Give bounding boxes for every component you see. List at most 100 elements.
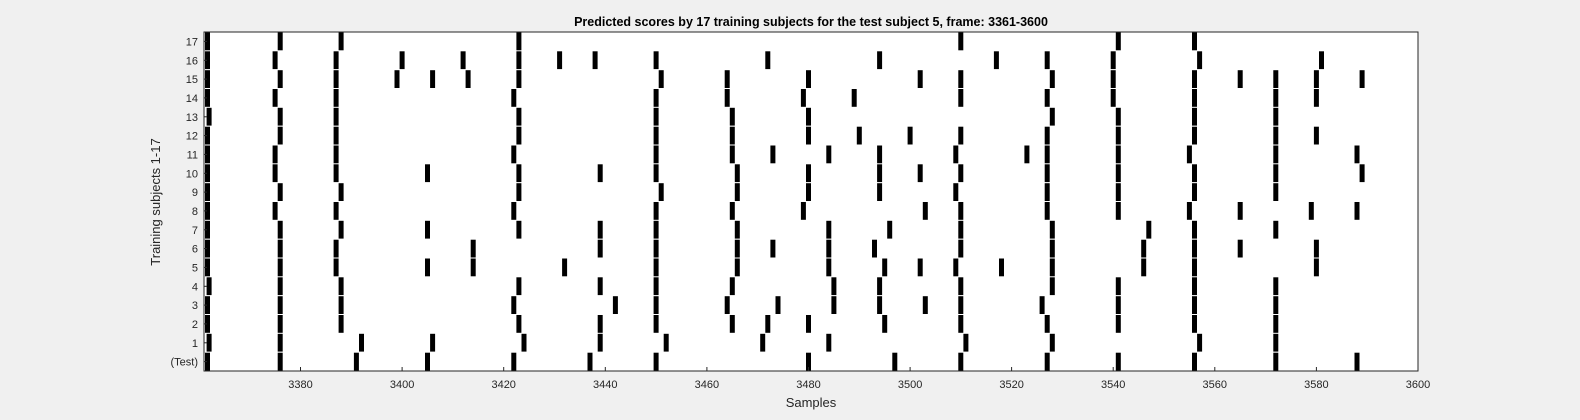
event-mark bbox=[1146, 220, 1152, 239]
event-mark bbox=[653, 126, 659, 145]
event-mark bbox=[516, 315, 522, 333]
y-tick-label: 2 bbox=[192, 319, 198, 331]
x-tick-label: 3460 bbox=[695, 379, 719, 391]
event-mark bbox=[516, 126, 522, 145]
event-mark bbox=[1110, 70, 1116, 88]
event-mark bbox=[1044, 352, 1050, 371]
event-mark bbox=[272, 202, 278, 220]
event-mark bbox=[1115, 202, 1121, 220]
event-mark bbox=[338, 277, 344, 296]
y-tick-label: 9 bbox=[192, 187, 198, 199]
event-mark bbox=[465, 70, 471, 88]
event-mark bbox=[653, 258, 659, 277]
event-mark bbox=[658, 70, 664, 88]
event-mark bbox=[1049, 277, 1055, 296]
event-mark bbox=[907, 126, 913, 145]
event-mark bbox=[963, 333, 969, 352]
event-mark bbox=[1313, 70, 1319, 88]
event-mark bbox=[1039, 296, 1045, 314]
plot-area bbox=[204, 32, 1418, 371]
event-mark bbox=[597, 220, 603, 239]
event-mark bbox=[800, 202, 806, 220]
event-mark bbox=[1192, 315, 1197, 333]
event-mark bbox=[1049, 239, 1055, 258]
event-mark bbox=[882, 258, 888, 277]
event-mark bbox=[338, 183, 344, 201]
event-mark bbox=[338, 220, 344, 239]
event-mark bbox=[653, 315, 659, 333]
event-mark bbox=[277, 239, 283, 258]
event-mark bbox=[1192, 32, 1197, 51]
x-tick-label: 3580 bbox=[1304, 379, 1328, 391]
event-mark bbox=[511, 352, 517, 371]
event-mark bbox=[592, 51, 598, 70]
event-mark bbox=[653, 51, 659, 70]
event-mark bbox=[205, 258, 210, 277]
event-mark bbox=[1313, 126, 1319, 145]
event-mark bbox=[205, 126, 210, 145]
event-mark bbox=[425, 352, 430, 371]
event-mark bbox=[205, 202, 210, 220]
event-mark bbox=[826, 239, 832, 258]
event-mark bbox=[958, 202, 964, 220]
event-mark bbox=[831, 277, 837, 296]
event-mark bbox=[521, 333, 527, 352]
event-mark bbox=[826, 220, 832, 239]
event-mark bbox=[1313, 89, 1319, 107]
event-mark bbox=[958, 70, 964, 88]
event-mark bbox=[205, 315, 210, 333]
event-mark bbox=[877, 183, 883, 201]
event-mark bbox=[516, 51, 522, 70]
y-tick-label: 16 bbox=[186, 55, 198, 67]
event-mark bbox=[953, 183, 959, 201]
event-mark bbox=[394, 70, 400, 88]
event-mark bbox=[206, 277, 212, 296]
event-marks bbox=[205, 32, 1365, 371]
event-mark bbox=[1273, 126, 1279, 145]
event-mark bbox=[958, 89, 964, 107]
event-mark bbox=[205, 70, 210, 88]
event-mark bbox=[1110, 89, 1116, 107]
event-mark bbox=[806, 315, 811, 333]
event-mark bbox=[1354, 202, 1360, 220]
event-mark bbox=[1313, 239, 1319, 258]
event-mark bbox=[663, 333, 669, 352]
event-mark bbox=[206, 333, 212, 352]
event-mark bbox=[1273, 296, 1279, 314]
event-mark bbox=[958, 352, 964, 371]
event-mark bbox=[1024, 145, 1030, 164]
y-tick-label: 7 bbox=[192, 225, 198, 237]
event-mark bbox=[877, 277, 883, 296]
event-mark bbox=[729, 126, 735, 145]
event-mark bbox=[205, 352, 210, 371]
event-mark bbox=[734, 220, 740, 239]
event-mark bbox=[653, 164, 659, 183]
event-mark bbox=[338, 32, 344, 51]
event-mark bbox=[1049, 107, 1055, 126]
event-mark bbox=[277, 32, 283, 51]
event-mark bbox=[958, 239, 964, 258]
event-mark bbox=[1273, 107, 1279, 126]
event-mark bbox=[1044, 89, 1050, 107]
event-mark bbox=[333, 239, 339, 258]
event-mark bbox=[205, 183, 210, 201]
event-mark bbox=[1044, 145, 1050, 164]
event-mark bbox=[1354, 145, 1360, 164]
event-mark bbox=[892, 352, 898, 371]
event-mark bbox=[1192, 352, 1197, 371]
y-tick-label: 12 bbox=[186, 131, 198, 143]
event-mark bbox=[877, 145, 883, 164]
event-mark bbox=[516, 107, 522, 126]
event-mark bbox=[1197, 51, 1203, 70]
event-mark bbox=[516, 183, 522, 201]
event-mark bbox=[1192, 277, 1197, 296]
plot-frame bbox=[203, 31, 1419, 372]
y-tick-label: 1 bbox=[192, 338, 198, 350]
event-mark bbox=[333, 126, 339, 145]
event-mark bbox=[734, 258, 740, 277]
event-mark bbox=[953, 145, 959, 164]
event-mark bbox=[806, 164, 811, 183]
x-tick-label: 3400 bbox=[390, 379, 414, 391]
